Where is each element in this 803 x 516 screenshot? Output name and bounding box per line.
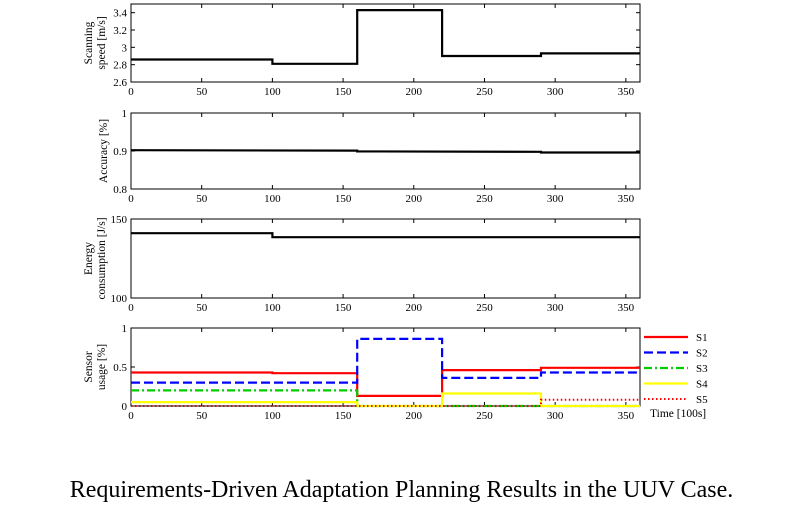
legend-label-s2: S2 bbox=[696, 348, 708, 360]
x-tick-label: 100 bbox=[264, 410, 281, 422]
y-axis-label: Sensorusage [%] bbox=[83, 344, 108, 390]
x-tick-label: 150 bbox=[335, 193, 352, 205]
x-tick-label: 0 bbox=[128, 86, 134, 98]
series-line-1 bbox=[131, 9, 640, 65]
legend-label-s5: S5 bbox=[696, 394, 708, 406]
x-tick-label: 100 bbox=[264, 302, 281, 314]
y-axis-label: Energyconsumption [J/s] bbox=[83, 217, 108, 299]
x-tick-label: 300 bbox=[547, 193, 564, 205]
x-tick-label: 250 bbox=[476, 410, 493, 422]
y-axis-label-line: usage [%] bbox=[96, 344, 108, 390]
x-tick-label: 150 bbox=[335, 86, 352, 98]
y-axis-label-line: Scanning bbox=[83, 21, 95, 64]
x-tick-label: 350 bbox=[618, 193, 635, 205]
x-tick-label: 350 bbox=[618, 86, 635, 98]
x-tick-label: 300 bbox=[547, 410, 564, 422]
x-tick-label: 300 bbox=[547, 86, 564, 98]
x-axis-label: Time [100s] bbox=[650, 408, 706, 420]
y-tick-label: 2.8 bbox=[113, 60, 127, 72]
y-axis-label: Scanningspeed [m/s] bbox=[83, 16, 108, 69]
x-tick-label: 50 bbox=[196, 193, 208, 205]
x-tick-label: 100 bbox=[264, 86, 281, 98]
x-tick-label: 200 bbox=[406, 410, 423, 422]
plot-frame bbox=[130, 3, 641, 83]
series-line-1 bbox=[131, 232, 640, 239]
chart-panel-2: 0 50 100 150 200 250 300 350 0.8 0.9 1 Accuracy [%] bbox=[98, 108, 641, 205]
x-tick-label: 250 bbox=[476, 302, 493, 314]
y-tick-label: 1 bbox=[122, 108, 128, 120]
figure: 0 50 100 150 200 250 300 3502.62.833.23.4Scanni… bbox=[83, 3, 708, 422]
y-axis-label: Accuracy [%] bbox=[98, 119, 110, 183]
legend-label-s4: S4 bbox=[696, 379, 708, 391]
y-axis-label-line: Accuracy [%] bbox=[98, 119, 110, 183]
x-tick-label: 200 bbox=[406, 193, 423, 205]
x-tick-label: 0 bbox=[128, 302, 134, 314]
y-tick-label: 3 bbox=[122, 42, 128, 54]
y-tick-label: 150 bbox=[111, 214, 128, 226]
y-tick-label: 100 bbox=[111, 293, 128, 305]
x-tick-label: 250 bbox=[476, 193, 493, 205]
x-tick-label: 0 bbox=[128, 410, 134, 422]
chart-panel-3: 0 50 100 150 200 250 300 350100150Energyconsump… bbox=[83, 214, 641, 314]
legend-label-s3: S3 bbox=[696, 363, 708, 375]
y-axis-label-line: speed [m/s] bbox=[96, 16, 108, 69]
series-line-s3 bbox=[131, 389, 640, 408]
y-tick-label: 0.5 bbox=[113, 362, 127, 374]
y-axis-label-line: Sensor bbox=[83, 351, 95, 382]
legend-label-s1: S1 bbox=[696, 332, 708, 344]
y-tick-label: 0.9 bbox=[113, 146, 127, 158]
chart-panel-1: 0 50 100 150 200 250 300 350 2.6 2.8 3 3.2 3.4 Scanni… bbox=[83, 3, 641, 98]
series-line-s5 bbox=[131, 398, 640, 407]
x-tick-label: 250 bbox=[476, 86, 493, 98]
y-axis-label-line: consumption [J/s] bbox=[96, 217, 108, 299]
chart-panel-4: 0 50 100 150 200 250 300 350 0 0.5 1 Sensorusage [%… bbox=[83, 323, 708, 422]
x-tick-label: 0 bbox=[128, 193, 134, 205]
y-tick-label: 3.4 bbox=[113, 8, 127, 20]
x-tick-label: 200 bbox=[406, 86, 423, 98]
x-tick-label: 350 bbox=[618, 302, 635, 314]
y-tick-label: 0.8 bbox=[113, 184, 127, 196]
series-line-1 bbox=[130, 149, 640, 154]
series-line-s1 bbox=[131, 366, 640, 397]
y-tick-label: 1 bbox=[122, 323, 128, 335]
series-line-s2 bbox=[131, 337, 640, 384]
x-tick-label: 200 bbox=[406, 302, 423, 314]
legend: S1 S2 S3 S4 S5 bbox=[644, 332, 708, 406]
x-tick-label: 50 bbox=[196, 302, 208, 314]
plot-frame bbox=[130, 218, 641, 299]
x-tick-label: 350 bbox=[618, 410, 635, 422]
x-tick-label: 150 bbox=[335, 410, 352, 422]
x-tick-label: 50 bbox=[196, 86, 208, 98]
x-tick-label: 50 bbox=[196, 410, 208, 422]
y-axis-label-line: Energy bbox=[83, 242, 95, 275]
x-tick-label: 150 bbox=[335, 302, 352, 314]
y-tick-label: 2.6 bbox=[113, 77, 127, 89]
x-tick-label: 300 bbox=[547, 302, 564, 314]
y-tick-label: 3.2 bbox=[113, 25, 127, 37]
x-tick-label: 100 bbox=[264, 193, 281, 205]
y-tick-label: 0 bbox=[122, 401, 128, 413]
figure-caption: Requirements-Driven Adaptation Planning … bbox=[69, 477, 734, 503]
